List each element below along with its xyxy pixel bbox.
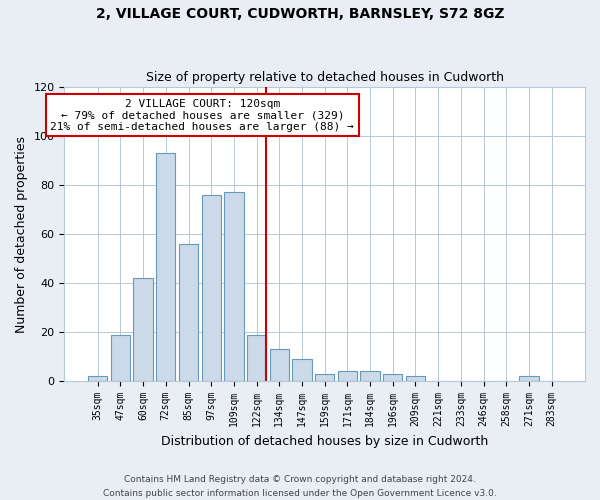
Bar (156, 153, 175, 381)
Bar (111, 334, 130, 381)
Bar (269, 350, 289, 381)
Bar (383, 374, 403, 381)
Bar (179, 244, 198, 381)
Text: 2 VILLAGE COURT: 120sqm
← 79% of detached houses are smaller (329)
21% of semi-d: 2 VILLAGE COURT: 120sqm ← 79% of detache… (50, 99, 354, 132)
Bar (133, 278, 153, 381)
Y-axis label: Number of detached properties: Number of detached properties (15, 136, 28, 332)
Bar (520, 376, 539, 381)
Bar (361, 372, 380, 381)
X-axis label: Distribution of detached houses by size in Cudworth: Distribution of detached houses by size … (161, 434, 488, 448)
Bar (224, 192, 244, 381)
Bar (202, 195, 221, 381)
Bar (247, 334, 266, 381)
Bar (315, 374, 334, 381)
Text: 2, VILLAGE COURT, CUDWORTH, BARNSLEY, S72 8GZ: 2, VILLAGE COURT, CUDWORTH, BARNSLEY, S7… (96, 8, 504, 22)
Bar (88, 376, 107, 381)
Title: Size of property relative to detached houses in Cudworth: Size of property relative to detached ho… (146, 72, 504, 85)
Bar (292, 359, 311, 381)
Bar (406, 376, 425, 381)
Text: Contains HM Land Registry data © Crown copyright and database right 2024.
Contai: Contains HM Land Registry data © Crown c… (103, 476, 497, 498)
Bar (338, 372, 357, 381)
